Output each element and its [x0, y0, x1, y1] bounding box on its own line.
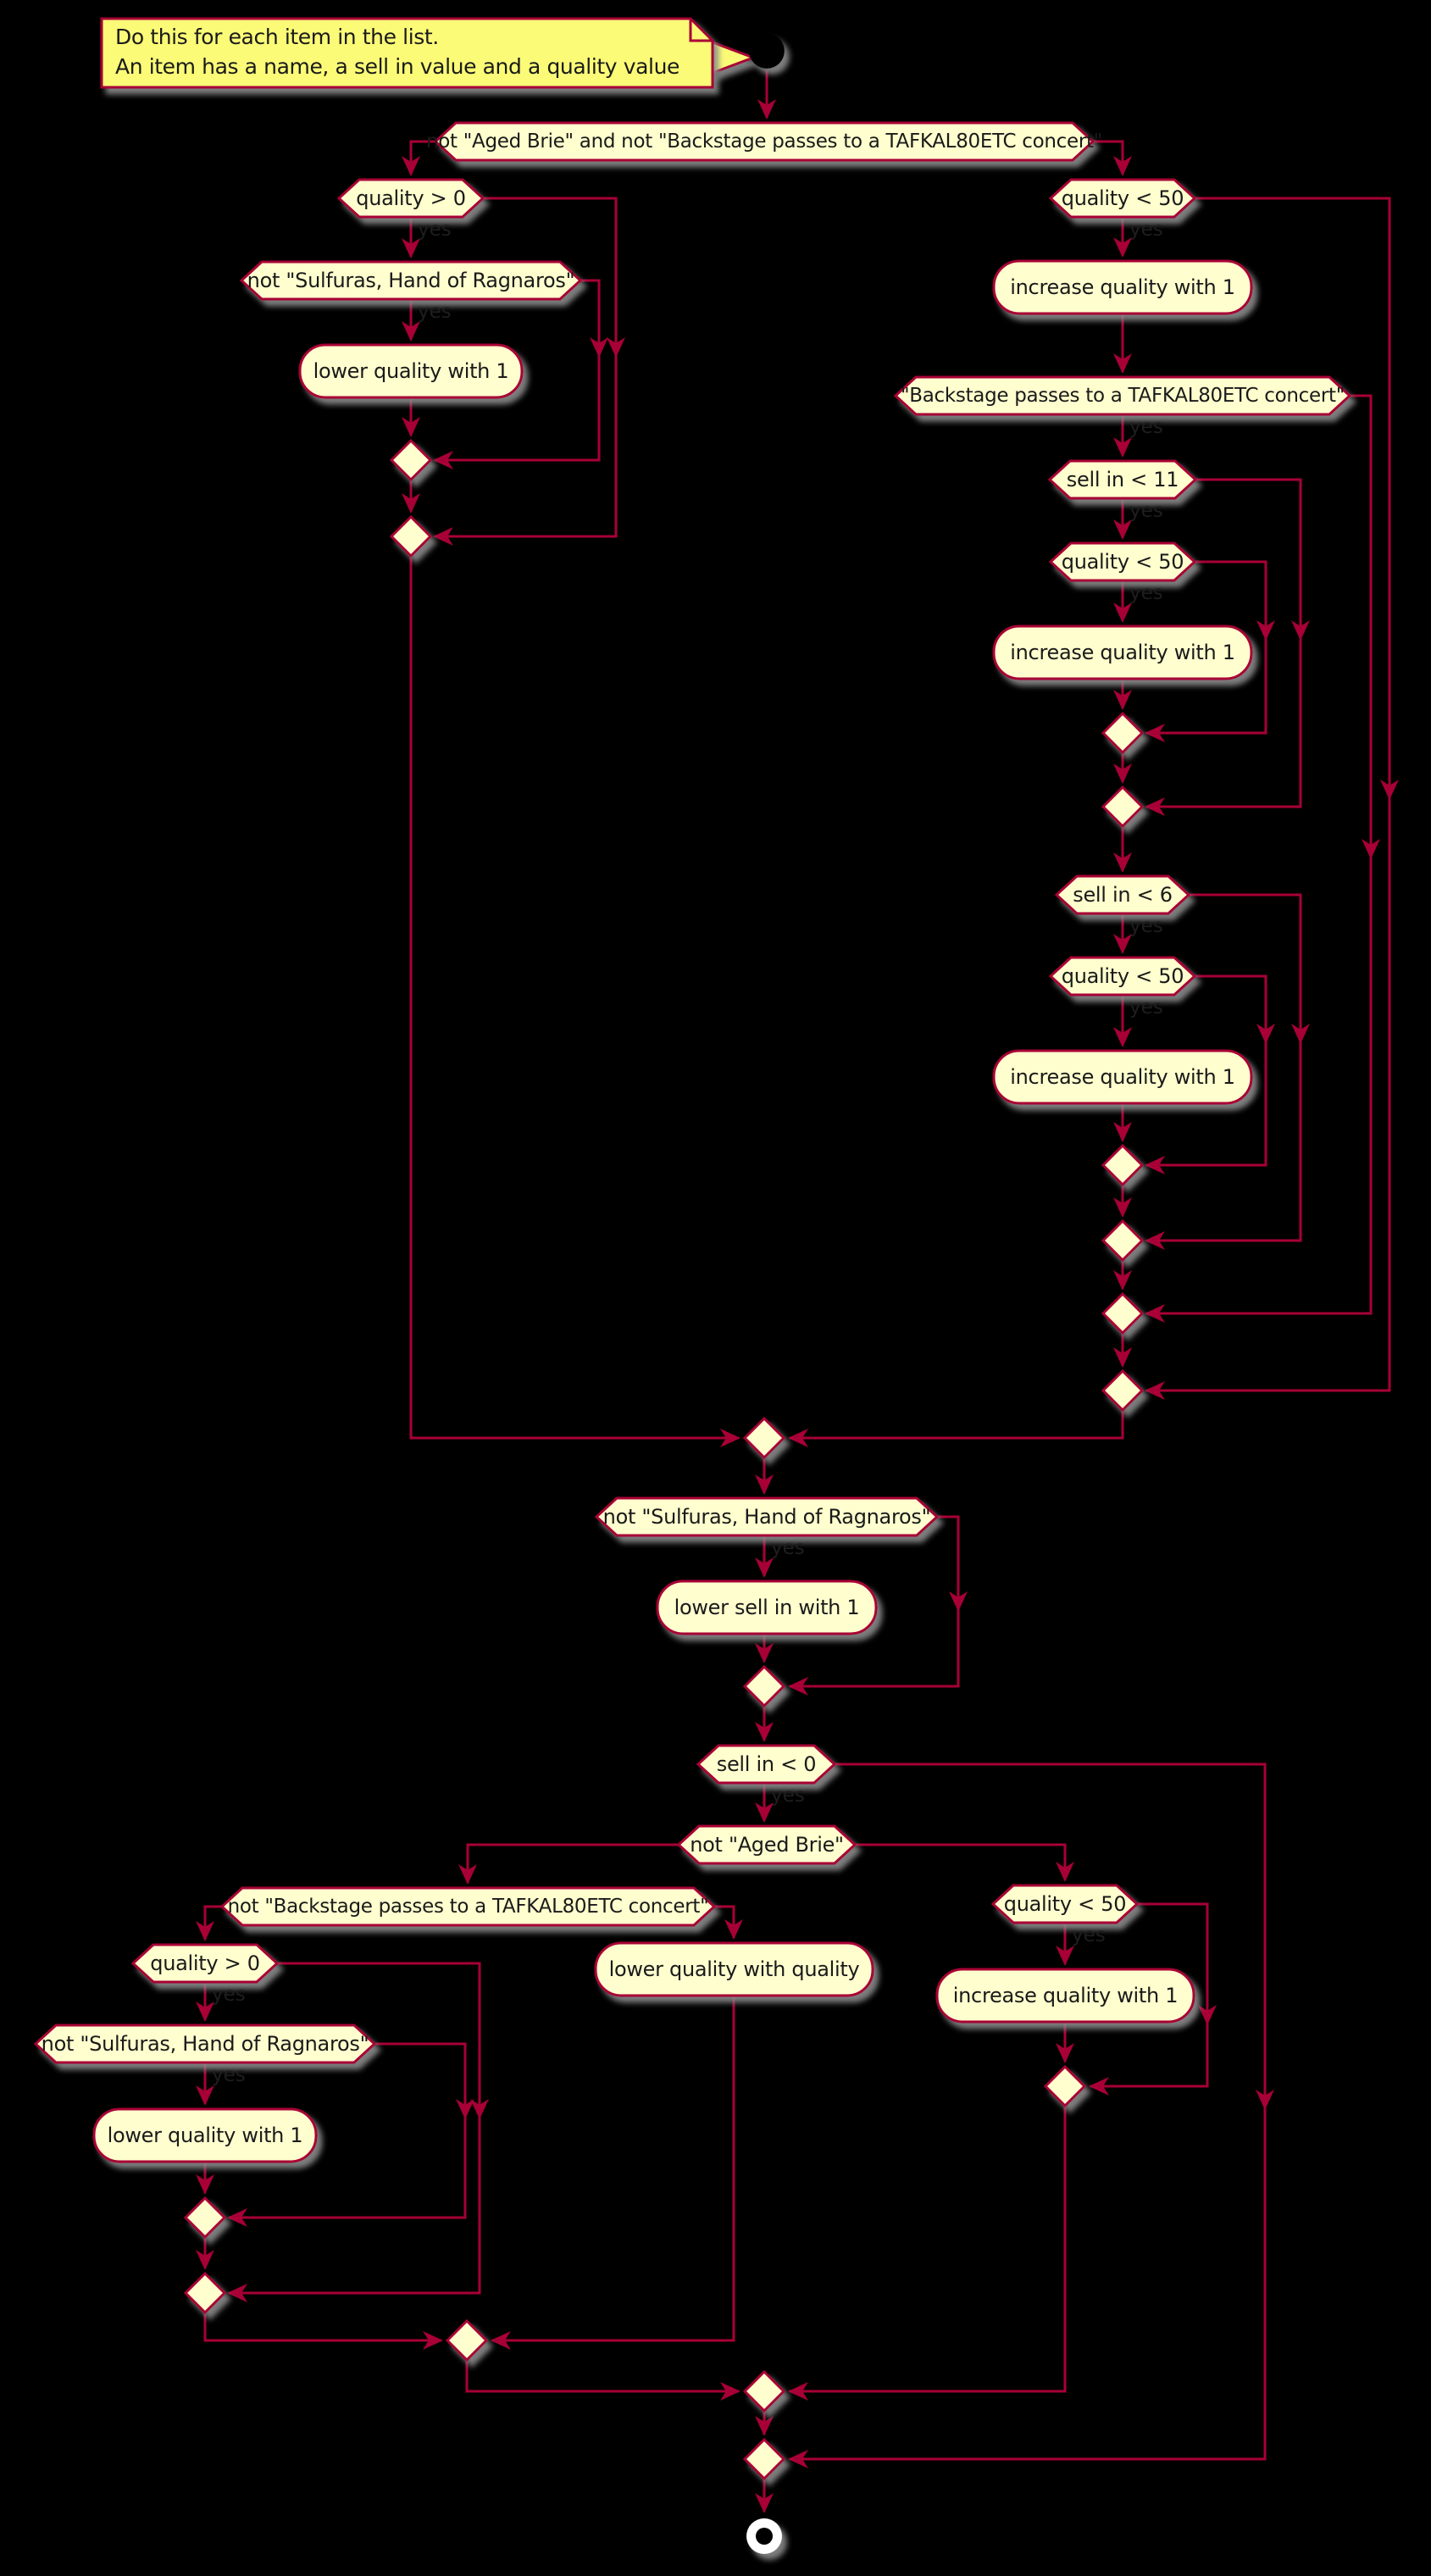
merge-diamond-m3 [445, 2318, 489, 2362]
merge-diamond-m5 [742, 2369, 786, 2413]
condition-hex-q0-low [130, 1943, 280, 1984]
activity-box-inc-q1-low [935, 1968, 1195, 2024]
merge-diamond-d1 [389, 438, 433, 482]
edge-sell6-no-a [1189, 893, 1310, 1044]
condition-hex-q50-s6 [1048, 956, 1197, 997]
condition-hex-main [433, 121, 1095, 162]
note-group [100, 17, 757, 89]
edge-q50top-no-a [1195, 197, 1399, 800]
edge-q50top-no-b [1145, 798, 1391, 1400]
edge-sell0-no-b [788, 2108, 1267, 2468]
edge-sulftop-no-a [580, 279, 608, 358]
edge-q50s6-no-a [1195, 974, 1275, 1044]
edge-sulflow-no-a [374, 2042, 474, 2119]
edge-backstage-no-a [1350, 394, 1380, 859]
edge-d2-merge [409, 556, 740, 1447]
edge-group [196, 70, 1399, 2513]
edge-sell11-no-b [1145, 639, 1302, 816]
activity-box-inc-q1-s11 [992, 625, 1253, 680]
edge-main-no [1093, 140, 1132, 176]
merge-diamond-dA [1101, 711, 1145, 755]
condition-hex-sulfuras-mid [594, 1496, 940, 1537]
merge-diamond-m2 [183, 2271, 227, 2315]
note-body [100, 17, 714, 89]
condition-hex-q50-s11 [1048, 541, 1197, 582]
edge-q0low-no-b [227, 2118, 481, 2302]
condition-hex-q50-low [990, 1884, 1140, 1924]
edge-sell11-no-a [1195, 478, 1310, 641]
note-fold [689, 19, 713, 42]
edge-sulftop-no-b [433, 356, 601, 469]
edge-q0low-no-a [277, 1962, 489, 2119]
merge-diamond-dB [1101, 785, 1145, 829]
edge-brie-no [855, 1843, 1074, 1882]
activity-box-lower-q1-top [298, 343, 524, 399]
edge-backlow-yes [196, 1905, 222, 1941]
condition-hex-sell11 [1047, 459, 1198, 500]
condition-hex-backstage [893, 375, 1352, 416]
edge-q50s11-no-b [1145, 639, 1267, 742]
edge-m4-m5 [788, 2106, 1067, 2401]
edge-d4-merge [788, 1410, 1124, 1447]
edge-lowqq-m3 [491, 1996, 735, 2350]
merge-diamond-dD [1101, 1219, 1145, 1263]
edge-brie-yes [458, 1843, 679, 1885]
merge-diamond-m1 [183, 2196, 227, 2240]
edge-sulflow-no-b [227, 2118, 467, 2227]
edge-m3-m5 [465, 2360, 740, 2401]
edge-q50s11-no-a [1195, 560, 1275, 641]
condition-group [33, 121, 1352, 2064]
condition-hex-sell0 [696, 1744, 837, 1785]
activity-box-inc-q1-top [992, 259, 1253, 315]
edge-backlow-no [714, 1905, 743, 1940]
edge-sell6-no-b [1145, 1042, 1302, 1250]
activity-box-lower-sellin [656, 1579, 878, 1635]
condition-hex-sell6 [1054, 874, 1191, 915]
edge-q0top-no-a [483, 197, 625, 358]
condition-hex-sulfuras-low [33, 2024, 377, 2064]
condition-hex-q0-top [336, 178, 485, 219]
activity-box-lower-q1-low [92, 2107, 318, 2163]
merge-diamond-dC [1101, 1143, 1145, 1187]
merge-diamond-m4 [1043, 2064, 1087, 2108]
merge-group [183, 438, 1145, 2481]
edge-sulfmid-no-b [788, 1610, 960, 1696]
edge-q50low-no-a [1137, 1902, 1217, 2025]
activity-group [92, 259, 1253, 2163]
start-node [749, 33, 785, 69]
merge-diamond-m6 [742, 2437, 786, 2481]
activity-box-lower-q-quality [594, 1941, 874, 1997]
activity-box-inc-q1-s6 [992, 1049, 1253, 1105]
condition-hex-sulfuras-top [239, 260, 583, 301]
merge-diamond-main [742, 1416, 786, 1460]
edge-q0top-no-b [433, 356, 618, 546]
edge-backstage-no-b [1145, 858, 1373, 1323]
edge-sulfmid-no-a [937, 1515, 968, 1612]
merge-diamond-d2 [389, 514, 433, 558]
edge-main-yes [402, 140, 435, 176]
merge-diamond-d3 [1101, 1291, 1145, 1335]
condition-hex-backstage-low [219, 1886, 717, 1927]
condition-hex-q50-top [1048, 178, 1197, 219]
edge-q50s6-no-b [1145, 1042, 1267, 1174]
edge-m2-m3 [203, 2312, 443, 2350]
merge-diamond-dE [742, 1664, 786, 1708]
condition-hex-aged-brie [676, 1824, 857, 1865]
edge-sell0-no-a [835, 1763, 1274, 2110]
note-pointer [711, 40, 757, 75]
merge-diamond-d4 [1101, 1368, 1145, 1413]
edge-q50low-no-b [1089, 2024, 1209, 2096]
stop-node [746, 2518, 782, 2554]
